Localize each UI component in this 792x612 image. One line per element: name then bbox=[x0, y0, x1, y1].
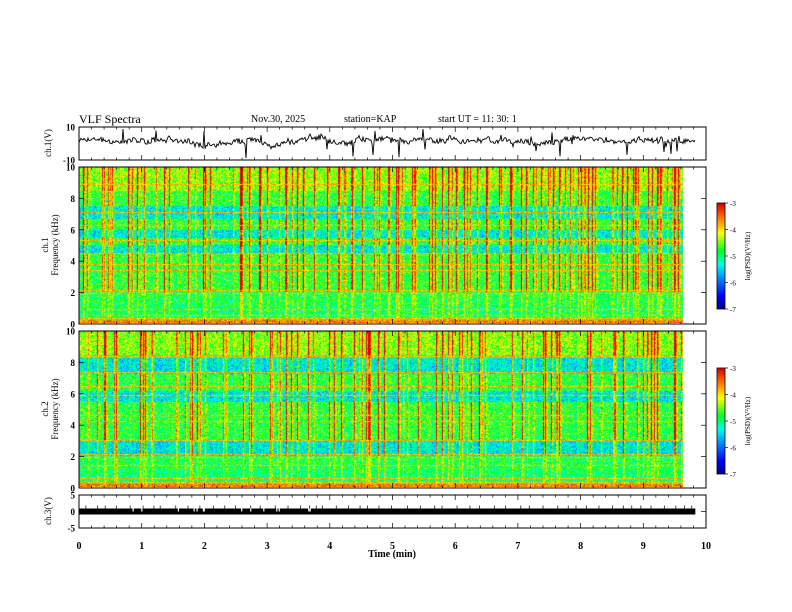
tick-labels: 0 1 2 3 4 5 6 7 8 9 1010-100246810024681050-5-3-4-… bbox=[63, 123, 736, 553]
x-tick-label: 9 bbox=[641, 541, 646, 552]
y-tick-label-ch2-spec: 6 bbox=[71, 389, 76, 399]
y-tick-label-ch1-wave: 10 bbox=[66, 123, 76, 133]
station-label: station= bbox=[344, 114, 377, 125]
ch1-label: ch.1 bbox=[40, 237, 50, 253]
ch2-colorbar-frame bbox=[716, 367, 726, 475]
ch2-colorbar-image bbox=[717, 368, 725, 474]
ch3-pulse-gap bbox=[132, 508, 134, 512]
y-tick-label-ch2-spec: 4 bbox=[71, 421, 76, 431]
start-time-value: 11: 30: 1 bbox=[481, 114, 517, 125]
ch1-spectrogram-frame bbox=[78, 166, 707, 325]
x-tick-label: 6 bbox=[453, 541, 458, 552]
station-field: station=KAP bbox=[344, 114, 396, 125]
ch2-colorbar-label: log(PSD)(V²/Hz) bbox=[744, 396, 752, 446]
ch3-waveform-ylabel: ch.3(V) bbox=[43, 497, 53, 525]
ch2-spectrogram-ylabel: ch.2 Frequency (kHz) bbox=[40, 378, 60, 439]
colorbar-tick-label: -7 bbox=[730, 306, 736, 314]
start-time-field: start UT = 11: 30: 1 bbox=[438, 114, 517, 125]
x-tick-label: 5 bbox=[390, 541, 395, 552]
y-tick-label-ch1-spec: 2 bbox=[71, 288, 76, 298]
ch3-pulse-gap bbox=[308, 508, 310, 512]
y-tick-label-ch2-spec: 8 bbox=[71, 358, 76, 368]
y-tick-label-ch1-wave: -10 bbox=[63, 156, 75, 166]
colorbar-tick-label: -6 bbox=[730, 445, 736, 453]
ch1-waveform-trace bbox=[78, 128, 696, 159]
ch3-pulse-gap bbox=[141, 508, 143, 512]
ch1-spectrogram-ylabel: ch.1 Frequency (kHz) bbox=[40, 214, 60, 275]
station-value: KAP bbox=[376, 114, 397, 125]
figure-title: VLF Spectra bbox=[79, 112, 141, 126]
ch1-colorbar-frame bbox=[716, 202, 726, 310]
ch1-waveform-ylabel: ch.1(V) bbox=[43, 129, 53, 157]
y-tick-label-ch1-spec: 4 bbox=[71, 257, 76, 267]
colorbar-tick-label: -5 bbox=[730, 418, 736, 426]
colorbar-tick-label: -5 bbox=[730, 253, 736, 261]
x-tick-label: 8 bbox=[578, 541, 583, 552]
ch3-pulse-gap bbox=[263, 508, 265, 512]
x-tick-label: 3 bbox=[265, 541, 270, 552]
ch3-pulse-band bbox=[79, 508, 696, 515]
ch3-pulse-gap bbox=[196, 508, 198, 512]
waveform-traces bbox=[78, 128, 696, 515]
y-tick-label-ch2-spec: 2 bbox=[71, 452, 76, 462]
x-tick-label: 0 bbox=[77, 541, 82, 552]
y-tick-label-ch1-spec: 6 bbox=[71, 225, 76, 235]
colorbar-tick-label: -6 bbox=[730, 280, 736, 288]
start-label: start UT = bbox=[438, 114, 482, 125]
ch3-pulse-gap bbox=[276, 508, 278, 512]
x-axis-label: Time (min) bbox=[368, 549, 416, 560]
ch2-label: ch.2 bbox=[40, 401, 50, 417]
ch3-pulse-gap bbox=[250, 508, 252, 512]
y-tick-label-ch3-wave: -5 bbox=[68, 524, 76, 534]
ch3-pulse-gap bbox=[203, 508, 205, 512]
y-tick-label-ch1-spec: 8 bbox=[71, 194, 76, 204]
ch3-pulse-gap bbox=[278, 508, 280, 512]
ch3-pulse-gap bbox=[309, 508, 311, 512]
ch3-pulse-gap bbox=[193, 508, 195, 512]
ch2-frequency-label: Frequency (kHz) bbox=[50, 378, 60, 440]
ch1-colorbar-label: log(PSD)(V²/Hz) bbox=[744, 231, 752, 281]
y-tick-label-ch3-wave: 0 bbox=[71, 507, 76, 517]
y-tick-label-ch3-wave: 5 bbox=[71, 491, 76, 501]
colorbar-tick-label: -3 bbox=[730, 200, 736, 208]
ch1-frequency-label: Frequency (kHz) bbox=[50, 214, 60, 276]
ch2-spectrogram-image bbox=[79, 331, 693, 487]
ch1-spectrogram-image bbox=[79, 167, 693, 323]
panel-frames bbox=[78, 126, 726, 529]
y-tick-label-ch1-spec: 10 bbox=[66, 163, 76, 173]
ch3-pulse-gap bbox=[202, 508, 205, 512]
axis-ticks bbox=[78, 126, 728, 529]
ch3-pulse-gap bbox=[241, 508, 243, 512]
y-tick-label-ch1-spec: 0 bbox=[71, 320, 76, 330]
ch1-colorbar-image bbox=[717, 203, 725, 309]
x-tick-label: 7 bbox=[515, 541, 520, 552]
figure-date: Nov.30, 2025 bbox=[251, 114, 306, 125]
colorbar-tick-label: -4 bbox=[730, 392, 736, 400]
x-tick-label: 10 bbox=[701, 541, 711, 552]
colorbar-tick-label: -3 bbox=[730, 365, 736, 373]
colorbar-tick-label: -4 bbox=[730, 227, 736, 235]
x-tick-label: 4 bbox=[327, 541, 332, 552]
x-tick-label: 2 bbox=[202, 541, 207, 552]
x-tick-label: 1 bbox=[139, 541, 144, 552]
ch3-pulse-gap bbox=[177, 508, 180, 512]
ch2-spectrogram-frame bbox=[78, 330, 707, 489]
y-tick-label-ch2-spec: 0 bbox=[71, 484, 76, 494]
y-tick-label-ch2-spec: 10 bbox=[66, 327, 76, 337]
colorbar-tick-label: -7 bbox=[730, 471, 736, 479]
